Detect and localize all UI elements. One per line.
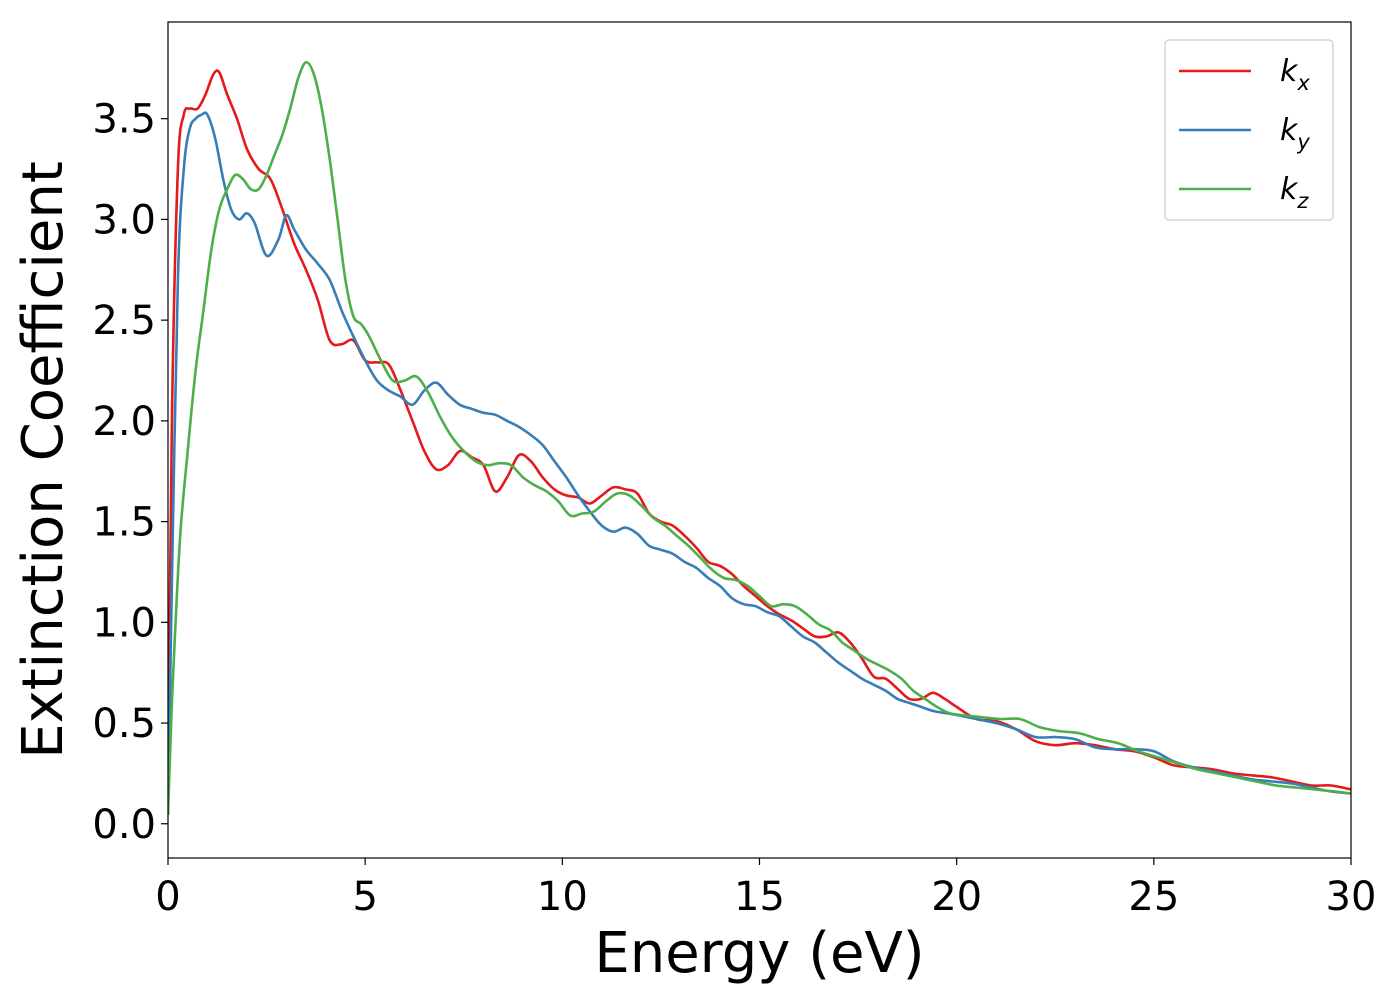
x-tick-label: 20: [931, 874, 982, 920]
y-tick-label: 3.0: [92, 197, 156, 243]
y-axis-ticks: 0.0 0.5 1.0 1.5 2.0 2.5 3.0 3.5: [92, 97, 168, 848]
legend: kx ky kz: [1164, 39, 1334, 221]
x-tick-label: 15: [734, 874, 785, 920]
series-line-k-y: [168, 111, 1351, 815]
y-tick-label: 1.0: [92, 600, 156, 646]
y-tick-label: 1.5: [92, 500, 156, 546]
plot-lines: [168, 60, 1351, 815]
x-axis-ticks: 0 5 10 15 20 25 30: [155, 858, 1376, 920]
x-axis-label: Energy (eV): [594, 921, 924, 986]
x-tick-label: 5: [352, 874, 377, 920]
y-tick-label: 0.5: [92, 701, 156, 747]
x-tick-label: 10: [537, 874, 588, 920]
y-tick-label: 2.5: [92, 298, 156, 344]
x-tick-label: 25: [1128, 874, 1179, 920]
y-tick-label: 2.0: [92, 399, 156, 445]
series-line-k-z: [168, 60, 1351, 815]
legend-label-k-y: ky: [1280, 113, 1310, 154]
y-tick-label: 0.0: [92, 802, 156, 848]
legend-label-k-x: kx: [1280, 54, 1310, 95]
series-line-k-x: [168, 69, 1351, 815]
y-tick-label: 3.5: [92, 97, 156, 143]
x-tick-label: 0: [155, 874, 180, 920]
y-axis-label: Extinction Coefficient: [11, 161, 76, 759]
legend-label-k-z: kz: [1280, 172, 1309, 213]
x-tick-label: 30: [1326, 874, 1377, 920]
